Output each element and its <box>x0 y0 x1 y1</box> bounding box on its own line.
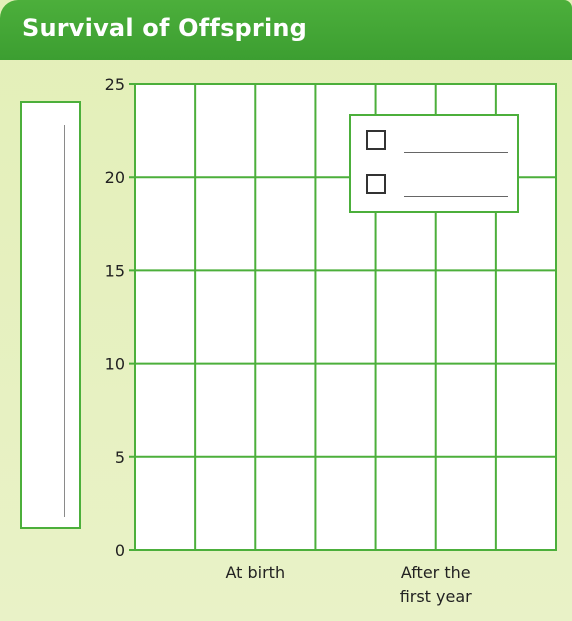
y-tick-label: 5 <box>115 448 125 467</box>
y-tick-label: 20 <box>105 168 125 187</box>
legend <box>349 114 519 213</box>
x-category-label: At birth <box>225 563 285 582</box>
chart-title: Survival of Offspring <box>22 14 308 42</box>
y-tick-label: 25 <box>105 75 125 94</box>
legend-item <box>366 130 511 154</box>
checkbox-empty-icon[interactable] <box>366 174 386 194</box>
x-category-label: After the first year <box>400 563 472 606</box>
plot-border <box>134 83 557 551</box>
legend-item <box>366 174 511 198</box>
y-tick-label: 0 <box>115 541 125 560</box>
checkbox-empty-icon[interactable] <box>366 130 386 150</box>
y-tick-label: 15 <box>105 261 125 280</box>
y-axis-label-box[interactable] <box>20 101 81 529</box>
chart-header: Survival of Offspring <box>0 0 572 60</box>
legend-label-blank-line[interactable] <box>404 152 508 153</box>
y-tick-label: 10 <box>105 355 125 374</box>
y-axis-label-writing-line <box>64 125 65 517</box>
legend-label-blank-line[interactable] <box>404 196 508 197</box>
